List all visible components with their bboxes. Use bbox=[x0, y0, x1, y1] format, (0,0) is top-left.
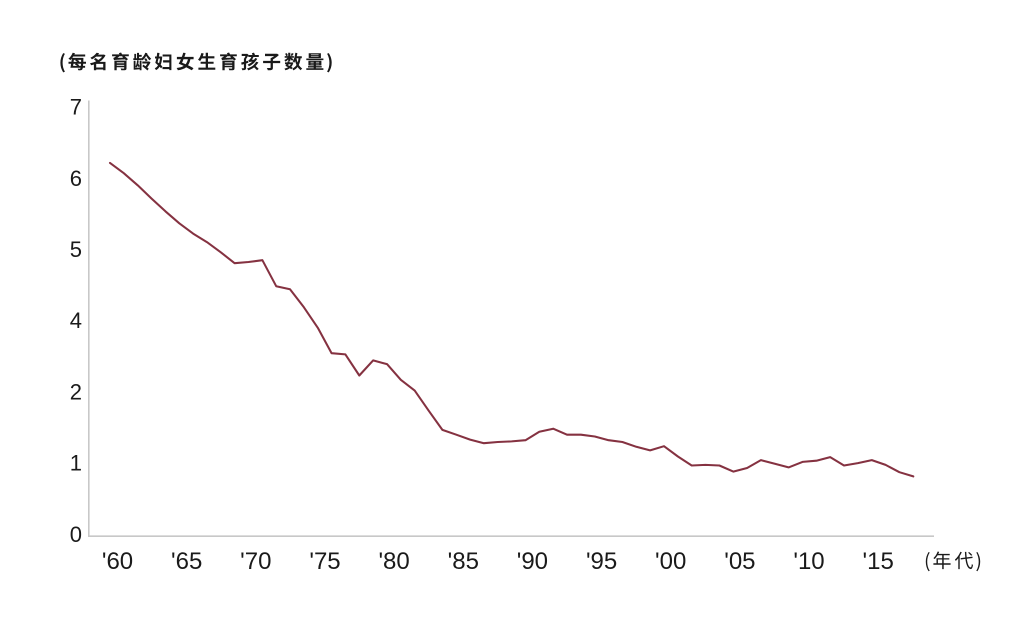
y-axis-tick-labels: 7 6 5 4 2 1 0 bbox=[70, 95, 82, 547]
x-tick-label: '95 bbox=[586, 548, 617, 575]
x-axis-tick-labels: '60 '65 '70 '75 '80 '85 '90 '95 '00 '05 '10 '15 bbox=[102, 548, 894, 575]
x-tick-label: '15 bbox=[863, 548, 894, 575]
x-tick-label: '75 bbox=[309, 548, 340, 575]
x-tick-label: '00 bbox=[655, 548, 686, 575]
y-tick-label: 0 bbox=[70, 522, 82, 547]
fertility-rate-line bbox=[108, 161, 915, 478]
y-tick-label: 4 bbox=[70, 308, 82, 333]
x-tick-label: '70 bbox=[240, 548, 271, 575]
x-tick-label: '65 bbox=[171, 548, 202, 575]
x-tick-label: '85 bbox=[448, 548, 479, 575]
x-tick-label: '05 bbox=[724, 548, 755, 575]
y-tick-label: 2 bbox=[70, 379, 82, 404]
x-axis-unit-label bbox=[925, 551, 981, 572]
chart-title-text-path bbox=[60, 52, 332, 73]
x-tick-label: '90 bbox=[517, 548, 548, 575]
x-tick-label: '80 bbox=[378, 548, 409, 575]
x-tick-label: '10 bbox=[793, 548, 824, 575]
x-axis-unit-text-path bbox=[925, 551, 981, 572]
y-tick-label: 7 bbox=[70, 95, 82, 120]
y-tick-label: 1 bbox=[70, 451, 82, 476]
x-tick-label: '60 bbox=[102, 548, 133, 575]
y-tick-label: 6 bbox=[70, 166, 82, 191]
y-tick-label: 5 bbox=[70, 237, 82, 262]
chart-title bbox=[60, 52, 332, 73]
